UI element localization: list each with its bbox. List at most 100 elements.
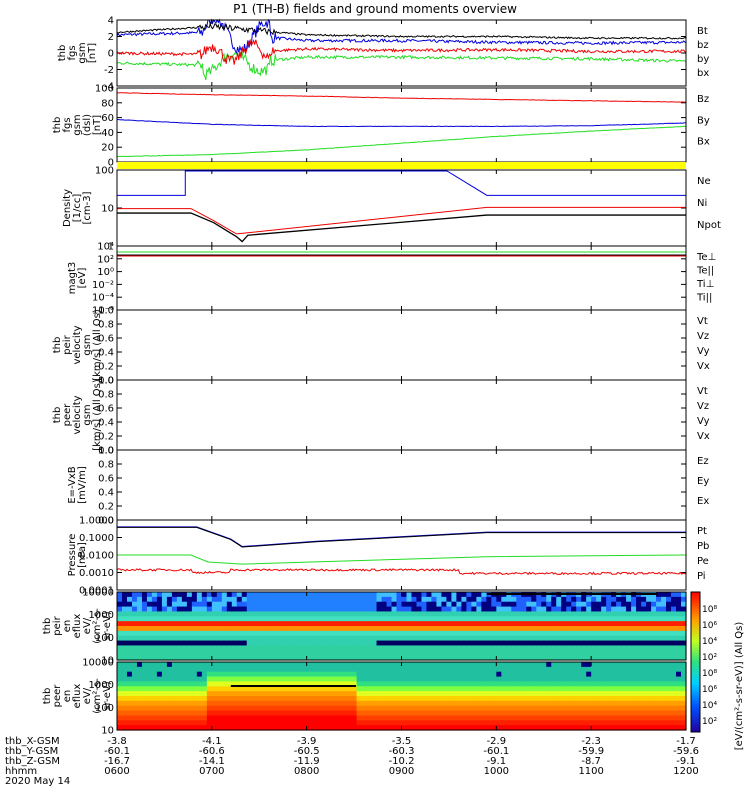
y-tick-label: 1.0 bbox=[98, 446, 114, 457]
y-tick-label: 0.6 bbox=[98, 334, 114, 345]
series-Bz bbox=[116, 92, 686, 103]
y-axis-label: [nT] bbox=[92, 115, 103, 135]
colorbar-label: [eV/(cm²-s-sr-eV)] (All Qs) bbox=[734, 622, 745, 751]
legend-entry: Vt bbox=[697, 316, 708, 327]
y-tick-label: 10 bbox=[101, 204, 114, 215]
y-tick-label: 10 bbox=[101, 726, 114, 737]
panel-frame bbox=[116, 449, 687, 521]
colorbar-tick-label: 10⁶ bbox=[702, 685, 717, 695]
x-tick-label: -60.3 bbox=[389, 746, 415, 757]
series-By bbox=[117, 125, 687, 157]
x-axis-row-label: thb_X-GSM bbox=[5, 736, 60, 747]
y-tick-label: 1000 bbox=[89, 680, 114, 691]
y-tick-label: 100 bbox=[95, 633, 114, 644]
legend-entry: bz bbox=[697, 40, 709, 51]
panel-frame bbox=[116, 519, 687, 591]
y-axis-label: eV/ bbox=[82, 617, 93, 634]
y-axis-label: [cm-3] bbox=[82, 191, 93, 224]
y-tick-label: 0.4 bbox=[98, 418, 114, 429]
y-axis-label: [nPa] bbox=[77, 542, 88, 568]
y-axis-label: [nT] bbox=[87, 43, 98, 63]
x-tick-label: -59.6 bbox=[673, 746, 699, 757]
y-tick-label: 0 bbox=[108, 49, 114, 60]
chart-title: P1 (TH-B) fields and ground moments over… bbox=[233, 2, 517, 16]
colorbar-tick-label: 10⁴ bbox=[702, 701, 717, 711]
series-Npot bbox=[117, 170, 686, 196]
y-axis-label: fgs bbox=[62, 117, 73, 132]
series-Ne bbox=[117, 206, 686, 235]
y-axis-label: [mV/m] bbox=[77, 466, 88, 504]
legend-entry: Pe bbox=[697, 556, 709, 567]
y-tick-label: 0.6 bbox=[98, 404, 114, 415]
x-tick-label: -10.2 bbox=[389, 756, 415, 767]
x-tick-label: -60.5 bbox=[294, 746, 320, 757]
legend-entry: Pi bbox=[697, 571, 706, 582]
y-axis-label: fgs bbox=[67, 45, 78, 60]
panel-peir_flux: thb peir en eflux eV/(cm²-s-sr-eV) 10000 1000 1… bbox=[42, 588, 687, 667]
y-axis-label: velocity bbox=[72, 325, 83, 364]
series-Bx bbox=[116, 119, 687, 128]
y-axis-label: sr-eV) bbox=[102, 681, 113, 710]
legend-entry: Ti⊥ bbox=[696, 279, 714, 290]
legend-entry: Ex bbox=[697, 496, 709, 507]
panel-efield: E=-VxB [mV/m] 1.0 0.8 0.6 0.4 0.2 0.0 Ez Ey Ex bbox=[67, 446, 709, 527]
y-axis-label: (cm²-s- bbox=[92, 678, 103, 714]
x-tick-label: -60.1 bbox=[104, 746, 130, 757]
x-axis-row-label: hhmm bbox=[5, 766, 37, 777]
y-axis-label: gsm bbox=[82, 404, 93, 425]
y-tick-label: 10000 bbox=[82, 588, 114, 599]
legend-entry: Vy bbox=[697, 346, 710, 357]
y-tick-label: 0.8 bbox=[98, 390, 114, 401]
x-tick-label: -9.1 bbox=[487, 756, 507, 767]
series-Pe bbox=[117, 554, 687, 565]
y-tick-label: 0.0001 bbox=[79, 586, 114, 597]
y-tick-label: 10⁻⁶ bbox=[92, 306, 114, 317]
x-tick-label: -8.7 bbox=[581, 756, 601, 767]
date-label: 2020 May 14 bbox=[5, 776, 70, 787]
legend-entry: Te⊥ bbox=[696, 252, 716, 263]
y-tick-label: 20 bbox=[101, 143, 114, 154]
legend-entry: Vt bbox=[697, 386, 708, 397]
colorbar-tick-label: 10² bbox=[702, 653, 717, 663]
x-tick-label: 0600 bbox=[104, 766, 129, 777]
colorbar-tick-label: 10⁴ bbox=[702, 637, 717, 647]
y-tick-label: 1.0000 bbox=[79, 516, 114, 527]
y-axis-label: thb bbox=[42, 688, 53, 705]
legend-entry: Npot bbox=[697, 220, 721, 231]
y-tick-label: 1000 bbox=[89, 610, 114, 621]
y-axis-label: peer bbox=[52, 684, 63, 708]
y-tick-label: 1 bbox=[108, 242, 114, 253]
x-axis-row-label: thb_Y-GSM bbox=[5, 746, 58, 757]
panel-frame bbox=[116, 169, 687, 247]
panel-peer_vel: thb peer velocity gsm [km/s] (All Qs)1.0 0.8 0… bbox=[52, 376, 710, 457]
y-axis-label: peer bbox=[62, 403, 73, 427]
x-axis-row-label: thb_Z-GSM bbox=[5, 756, 60, 767]
x-tick-label: -14.1 bbox=[199, 756, 225, 767]
y-tick-label: 40 bbox=[101, 128, 114, 139]
panel-fgs_dsl: thb fgs gsm (dsl) [nT] 100 80 60 40 20 0 Bz By Bx bbox=[52, 84, 710, 169]
colorbar-tick-label: 10⁸ bbox=[702, 605, 717, 615]
y-axis-label: eV/ bbox=[82, 687, 93, 704]
x-tick-label: 1200 bbox=[673, 766, 698, 777]
x-tick-label: -4.1 bbox=[202, 736, 222, 747]
x-tick-label: 0700 bbox=[199, 766, 224, 777]
legend-entry: by bbox=[697, 54, 709, 65]
y-axis-label: [eV] bbox=[77, 268, 88, 289]
y-tick-label: 10 bbox=[101, 656, 114, 667]
y-axis-label: eflux bbox=[72, 614, 83, 639]
legend-entry: Vy bbox=[697, 416, 710, 427]
y-tick-label: 0.8 bbox=[98, 320, 114, 331]
series-Pt bbox=[117, 526, 686, 548]
series-by bbox=[116, 51, 687, 81]
y-axis-label: thb bbox=[52, 407, 63, 424]
legend-entry: Vx bbox=[697, 431, 710, 442]
y-tick-label: 0.4 bbox=[98, 348, 114, 359]
legend-entry: Te|| bbox=[696, 266, 714, 277]
y-tick-label: 10000 bbox=[82, 658, 114, 669]
series-Ni bbox=[117, 212, 686, 243]
y-tick-label: 0.1000 bbox=[79, 533, 114, 544]
y-tick-label: 1.0 bbox=[98, 306, 114, 317]
legend-entry: Bx bbox=[697, 137, 710, 148]
y-axis-label: thb bbox=[52, 117, 63, 134]
